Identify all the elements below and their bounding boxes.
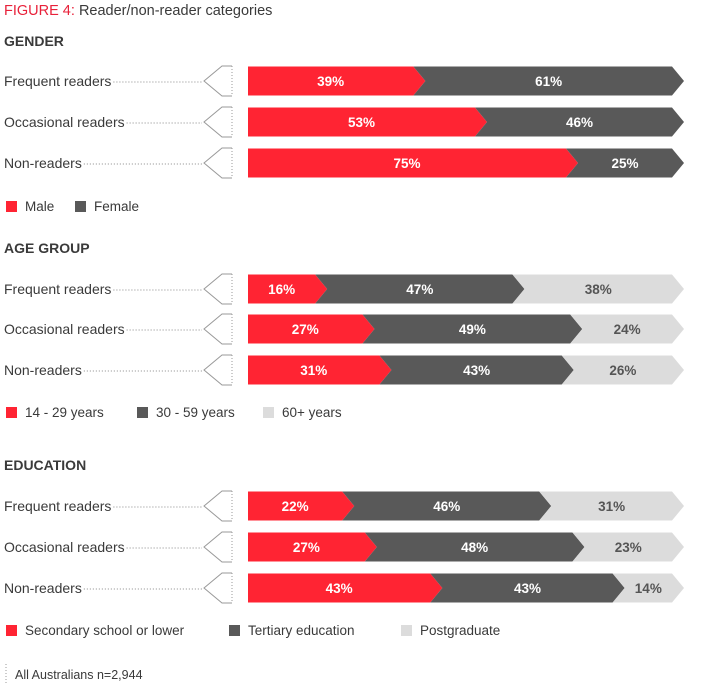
- bar-segment-male-non-readers: [248, 148, 578, 178]
- data-label-secondary-school-or-lower-non-readers: 43%: [326, 581, 353, 596]
- bar-segment-male-frequent-readers: [248, 66, 426, 96]
- row-label-occasional-readers: Occasional readers: [4, 321, 125, 337]
- legend-swatch-female: [75, 201, 86, 212]
- figure-number: FIGURE 4:: [4, 3, 75, 19]
- legend-swatch-tertiary-education: [229, 625, 240, 636]
- data-label-male-occasional-readers: 53%: [348, 115, 375, 130]
- row-bracket: [203, 531, 232, 563]
- bar-segment-tertiary-education-non-readers: [430, 573, 625, 603]
- bar-segment-30-59-years-non-readers: [379, 355, 574, 385]
- bar-segment-secondary-school-or-lower-frequent-readers: [248, 491, 355, 521]
- bar-segment-14-29-years-occasional-readers: [248, 314, 375, 344]
- bar-segment-60-years-occasional-readers: [570, 314, 684, 344]
- row-label-frequent-readers: Frequent readers: [4, 73, 111, 89]
- data-label-female-occasional-readers: 46%: [566, 115, 593, 130]
- data-label-14-29-years-frequent-readers: 16%: [268, 282, 295, 297]
- bar-segment-14-29-years-frequent-readers: [248, 274, 328, 304]
- row-bracket: [203, 273, 232, 305]
- data-label-14-29-years-occasional-readers: 27%: [292, 322, 319, 337]
- data-label-male-frequent-readers: 39%: [317, 74, 344, 89]
- row-label-occasional-readers: Occasional readers: [4, 539, 125, 555]
- legend-label-tertiary-education: Tertiary education: [248, 623, 355, 638]
- data-label-postgraduate-non-readers: 14%: [635, 581, 662, 596]
- data-label-30-59-years-occasional-readers: 49%: [459, 322, 486, 337]
- bar-segment-secondary-school-or-lower-occasional-readers: [248, 532, 377, 562]
- legend-swatch-male: [6, 201, 17, 212]
- row-label-frequent-readers: Frequent readers: [4, 281, 111, 297]
- bar-segment-tertiary-education-frequent-readers: [342, 491, 552, 521]
- bar-segment-tertiary-education-occasional-readers: [364, 532, 585, 562]
- bar-segment-60-years-non-readers: [561, 355, 684, 385]
- data-label-tertiary-education-frequent-readers: 46%: [433, 499, 460, 514]
- section-title-gender: GENDER: [4, 33, 64, 49]
- data-label-female-frequent-readers: 61%: [535, 74, 562, 89]
- bar-segment-30-59-years-frequent-readers: [315, 274, 525, 304]
- bar-segment-female-non-readers: [566, 148, 684, 178]
- bar-segment-60-years-frequent-readers: [512, 274, 684, 304]
- legend-label-14-29-years: 14 - 29 years: [25, 405, 104, 420]
- row-label-non-readers: Non-readers: [4, 155, 82, 171]
- row-bracket: [203, 147, 232, 179]
- row-label-occasional-readers: Occasional readers: [4, 114, 125, 130]
- data-label-female-non-readers: 25%: [611, 156, 638, 171]
- legend-swatch-30-59-years: [137, 407, 148, 418]
- row-label-non-readers: Non-readers: [4, 580, 82, 596]
- data-label-30-59-years-frequent-readers: 47%: [406, 282, 433, 297]
- data-label-14-29-years-non-readers: 31%: [300, 363, 327, 378]
- row-bracket: [203, 572, 232, 604]
- data-label-30-59-years-non-readers: 43%: [463, 363, 490, 378]
- bar-segment-postgraduate-frequent-readers: [539, 491, 684, 521]
- figure-title: FIGURE 4: Reader/non-reader categories: [4, 3, 272, 19]
- bar-segment-female-occasional-readers: [474, 107, 684, 137]
- data-label-secondary-school-or-lower-occasional-readers: 27%: [293, 540, 320, 555]
- row-label-non-readers: Non-readers: [4, 362, 82, 378]
- legend-swatch-secondary-school-or-lower: [6, 625, 17, 636]
- bar-segment-30-59-years-occasional-readers: [362, 314, 583, 344]
- section-title-age-group: AGE GROUP: [4, 240, 90, 256]
- data-label-60-years-non-readers: 26%: [609, 363, 636, 378]
- data-label-postgraduate-occasional-readers: 23%: [615, 540, 642, 555]
- bar-segment-female-frequent-readers: [413, 66, 684, 96]
- legend-label-30-59-years: 30 - 59 years: [156, 405, 235, 420]
- data-label-secondary-school-or-lower-frequent-readers: 22%: [282, 499, 309, 514]
- legend-swatch-postgraduate: [401, 625, 412, 636]
- legend-label-female: Female: [94, 199, 139, 214]
- figure-name: Reader/non-reader categories: [78, 3, 273, 19]
- bar-segment-postgraduate-non-readers: [612, 573, 684, 603]
- data-label-60-years-occasional-readers: 24%: [614, 322, 641, 337]
- data-label-postgraduate-frequent-readers: 31%: [598, 499, 625, 514]
- row-bracket: [203, 106, 232, 138]
- legend-swatch-60-years: [263, 407, 274, 418]
- row-label-frequent-readers: Frequent readers: [4, 498, 111, 514]
- legend-label-secondary-school-or-lower: Secondary school or lower: [25, 623, 185, 638]
- row-bracket: [203, 65, 232, 97]
- legend-swatch-14-29-years: [6, 407, 17, 418]
- bar-segment-male-occasional-readers: [248, 107, 487, 137]
- data-label-tertiary-education-non-readers: 43%: [514, 581, 541, 596]
- bar-segment-postgraduate-occasional-readers: [572, 532, 684, 562]
- bar-segment-14-29-years-non-readers: [248, 355, 392, 385]
- row-bracket: [203, 354, 232, 386]
- sample-note: All Australians n=2,944: [15, 668, 143, 682]
- row-bracket: [203, 490, 232, 522]
- data-label-60-years-frequent-readers: 38%: [585, 282, 612, 297]
- section-title-education: EDUCATION: [4, 457, 86, 473]
- bar-segment-secondary-school-or-lower-non-readers: [248, 573, 443, 603]
- legend-label-male: Male: [25, 199, 54, 214]
- data-label-tertiary-education-occasional-readers: 48%: [461, 540, 488, 555]
- row-bracket: [203, 313, 232, 345]
- legend-label-postgraduate: Postgraduate: [420, 623, 500, 638]
- legend-label-60-years: 60+ years: [282, 405, 342, 420]
- data-label-male-non-readers: 75%: [393, 156, 420, 171]
